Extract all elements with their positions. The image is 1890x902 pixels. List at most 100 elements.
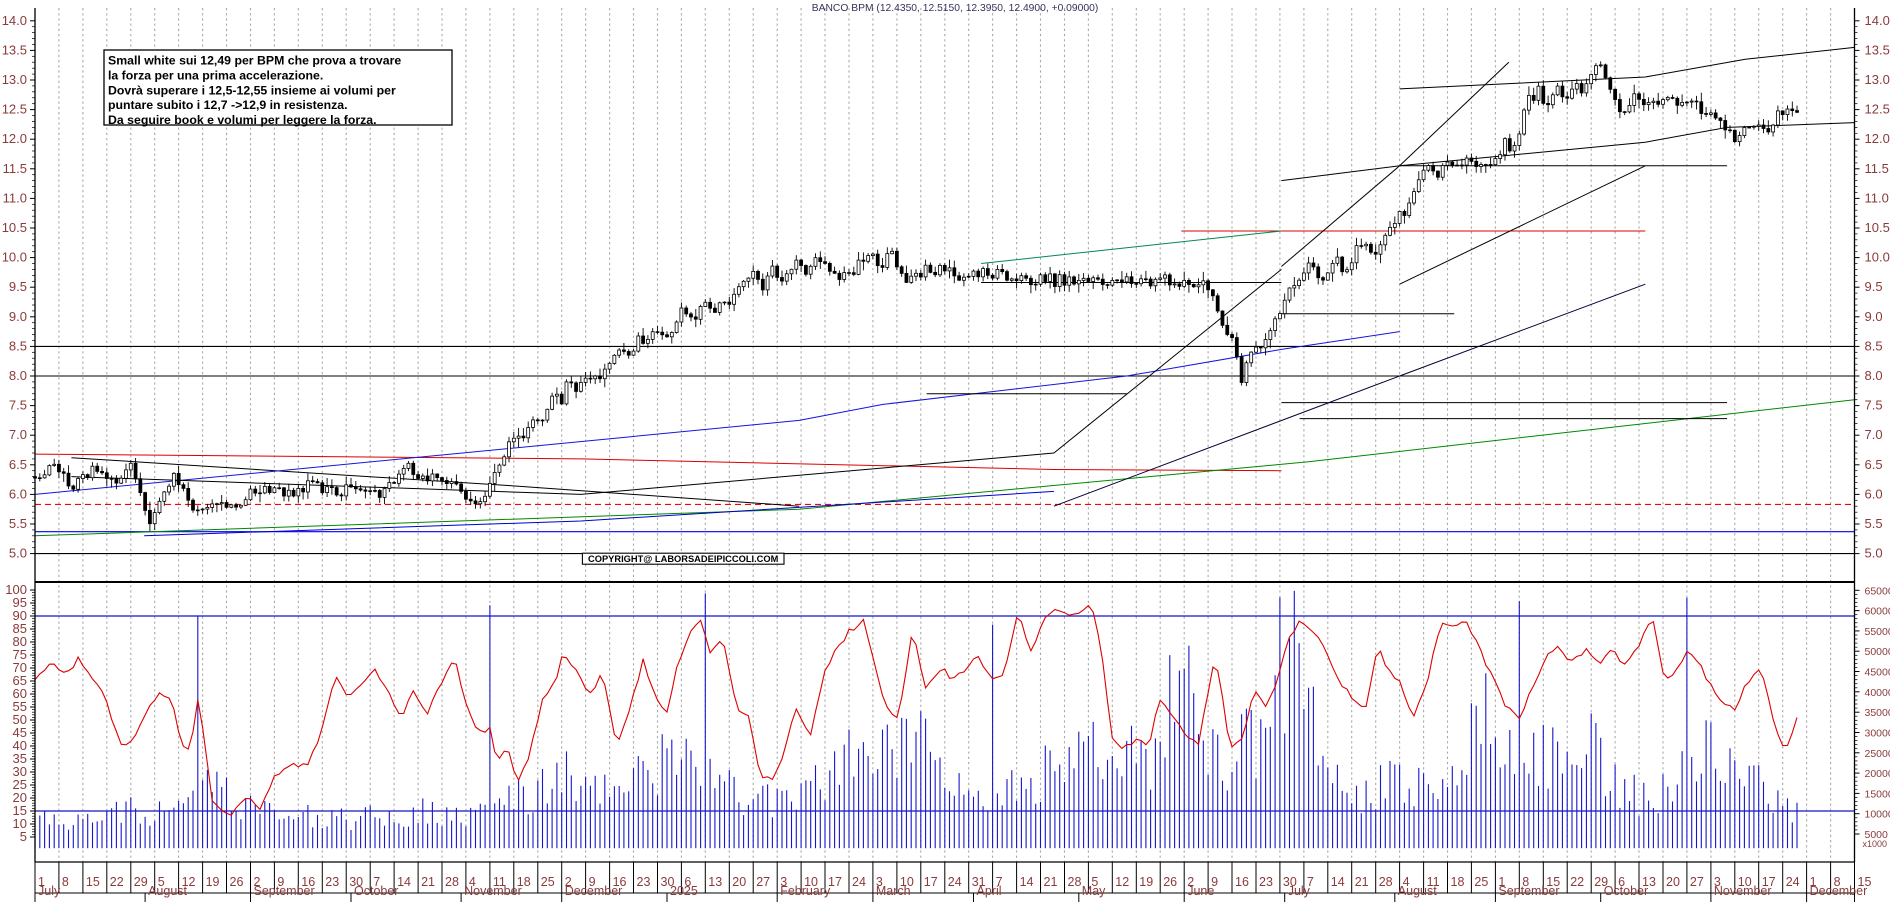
svg-text:12.5: 12.5 xyxy=(2,102,27,117)
svg-text:August: August xyxy=(148,884,187,898)
svg-text:11.0: 11.0 xyxy=(1865,190,1889,205)
svg-text:2025: 2025 xyxy=(670,884,698,898)
svg-text:10.5: 10.5 xyxy=(2,220,27,235)
svg-text:12.0: 12.0 xyxy=(1865,131,1890,146)
svg-text:14: 14 xyxy=(397,875,411,889)
svg-text:7.5: 7.5 xyxy=(9,398,27,413)
svg-text:40000: 40000 xyxy=(1865,687,1890,699)
svg-text:20: 20 xyxy=(1666,875,1680,889)
svg-text:6.5: 6.5 xyxy=(1865,457,1883,472)
svg-text:February: February xyxy=(780,884,831,898)
svg-text:13.5: 13.5 xyxy=(1865,42,1890,57)
svg-text:20000: 20000 xyxy=(1865,768,1890,780)
svg-text:14.0: 14.0 xyxy=(2,13,27,28)
svg-text:April: April xyxy=(977,884,1002,898)
svg-text:COPYRIGHT@ LABORSADEIPICCOLI.C: COPYRIGHT@ LABORSADEIPICCOLI.COM xyxy=(588,554,779,564)
svg-text:November: November xyxy=(1714,884,1772,898)
svg-text:May: May xyxy=(1082,884,1106,898)
svg-text:20: 20 xyxy=(732,875,746,889)
svg-text:17: 17 xyxy=(924,875,938,889)
svg-text:8.0: 8.0 xyxy=(9,368,27,383)
svg-text:19: 19 xyxy=(1139,875,1153,889)
svg-text:9.0: 9.0 xyxy=(1865,309,1883,324)
svg-text:22: 22 xyxy=(1570,875,1584,889)
svg-text:27: 27 xyxy=(1690,875,1704,889)
svg-text:21: 21 xyxy=(421,875,435,889)
svg-text:October: October xyxy=(354,884,398,898)
svg-text:15000: 15000 xyxy=(1865,788,1890,800)
svg-text:December: December xyxy=(565,884,623,898)
svg-text:9.5: 9.5 xyxy=(9,279,27,294)
svg-text:6.5: 6.5 xyxy=(9,457,27,472)
svg-text:45000: 45000 xyxy=(1865,667,1890,679)
svg-text:September: September xyxy=(254,884,315,898)
svg-text:23: 23 xyxy=(637,875,651,889)
svg-text:18: 18 xyxy=(1451,875,1465,889)
svg-text:5: 5 xyxy=(20,829,27,844)
svg-text:11.0: 11.0 xyxy=(3,190,27,205)
svg-text:60000: 60000 xyxy=(1865,606,1890,618)
svg-text:10.0: 10.0 xyxy=(1865,250,1890,265)
svg-text:6.0: 6.0 xyxy=(9,486,27,501)
svg-text:23: 23 xyxy=(325,875,339,889)
svg-text:10000: 10000 xyxy=(1865,809,1890,821)
svg-text:25000: 25000 xyxy=(1865,748,1890,760)
svg-text:March: March xyxy=(876,884,911,898)
svg-text:BANCO BPM (12.4350, 12.5150, 1: BANCO BPM (12.4350, 12.5150, 12.3950, 12… xyxy=(812,3,1099,14)
svg-text:6.0: 6.0 xyxy=(1865,486,1883,501)
svg-text:9.0: 9.0 xyxy=(9,309,27,324)
svg-text:la forza per una prima acceler: la forza per una prima accelerazione. xyxy=(108,68,323,82)
svg-text:13.0: 13.0 xyxy=(1865,72,1890,87)
svg-text:June: June xyxy=(1187,884,1214,898)
svg-text:puntare subito i 12,7 ->12,9: puntare subito i 12,7 ->12,9 in resisten… xyxy=(108,98,348,112)
svg-text:26: 26 xyxy=(1163,875,1177,889)
svg-text:13.5: 13.5 xyxy=(2,42,27,57)
svg-text:Small white sui 12,49 per BPM: Small white sui 12,49 per BPM che prova … xyxy=(108,54,401,68)
svg-text:24: 24 xyxy=(1786,875,1800,889)
svg-text:13: 13 xyxy=(708,875,722,889)
svg-text:7.0: 7.0 xyxy=(9,427,27,442)
svg-text:11.5: 11.5 xyxy=(3,161,27,176)
svg-text:7.0: 7.0 xyxy=(1865,427,1883,442)
svg-text:September: September xyxy=(1498,884,1559,898)
svg-text:30000: 30000 xyxy=(1865,728,1890,740)
svg-text:28: 28 xyxy=(445,875,459,889)
svg-text:Dovrà superare i 12,5-12,55 in: Dovrà superare i 12,5-12,55 insieme ai v… xyxy=(108,83,396,97)
svg-text:16: 16 xyxy=(1235,875,1249,889)
svg-text:25: 25 xyxy=(1474,875,1488,889)
svg-text:28: 28 xyxy=(1379,875,1393,889)
svg-text:9.5: 9.5 xyxy=(1865,279,1883,294)
svg-text:12.0: 12.0 xyxy=(2,131,27,146)
svg-text:11.5: 11.5 xyxy=(1865,161,1889,176)
svg-text:October: October xyxy=(1604,884,1648,898)
svg-text:July: July xyxy=(38,884,61,898)
svg-text:14: 14 xyxy=(1020,875,1034,889)
svg-text:8.5: 8.5 xyxy=(9,338,27,353)
svg-text:65000: 65000 xyxy=(1865,585,1890,597)
svg-text:July: July xyxy=(1288,884,1311,898)
svg-text:50000: 50000 xyxy=(1865,646,1890,658)
svg-text:12.5: 12.5 xyxy=(1865,102,1890,117)
svg-text:24: 24 xyxy=(852,875,866,889)
svg-text:x1000: x1000 xyxy=(1863,839,1888,849)
svg-text:8: 8 xyxy=(62,875,69,889)
svg-text:21: 21 xyxy=(1355,875,1369,889)
svg-text:August: August xyxy=(1398,884,1437,898)
svg-text:22: 22 xyxy=(110,875,124,889)
svg-text:December: December xyxy=(1810,884,1868,898)
svg-text:19: 19 xyxy=(206,875,220,889)
svg-text:27: 27 xyxy=(756,875,770,889)
svg-text:15: 15 xyxy=(86,875,100,889)
svg-text:12: 12 xyxy=(1115,875,1129,889)
svg-text:26: 26 xyxy=(230,875,244,889)
svg-text:Da seguire book e volumi per l: Da seguire book e volumi per leggere la … xyxy=(108,113,377,127)
svg-text:5.5: 5.5 xyxy=(1865,516,1883,531)
svg-text:November: November xyxy=(464,884,522,898)
svg-text:21: 21 xyxy=(1044,875,1058,889)
svg-text:35000: 35000 xyxy=(1865,707,1890,719)
svg-text:25: 25 xyxy=(541,875,555,889)
svg-text:28: 28 xyxy=(1068,875,1082,889)
svg-text:23: 23 xyxy=(1259,875,1273,889)
svg-text:14: 14 xyxy=(1331,875,1345,889)
svg-text:13.0: 13.0 xyxy=(2,72,27,87)
